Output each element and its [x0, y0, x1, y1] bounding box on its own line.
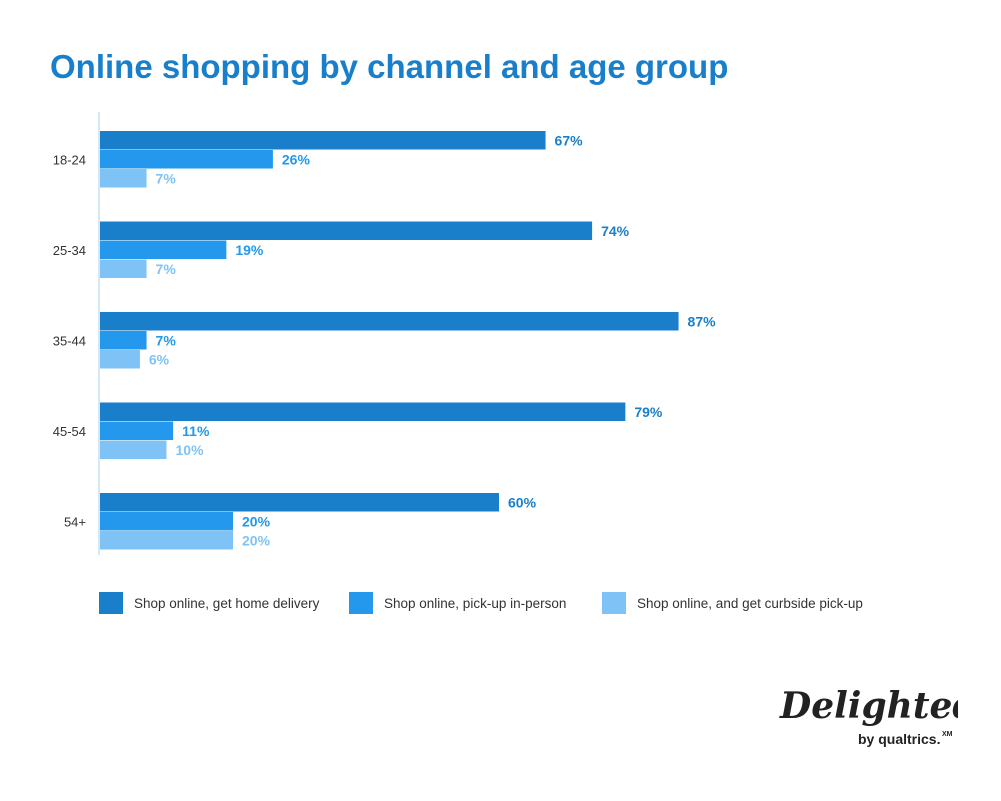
data-label: 6%	[149, 351, 170, 367]
category-label: 25-34	[53, 243, 86, 258]
bar	[100, 493, 499, 512]
delighted-by-qualtrics-logo: Delighted by qualtrics. XM	[779, 685, 958, 747]
category-label: 54+	[64, 514, 86, 529]
data-label: 79%	[634, 404, 663, 420]
bar	[100, 240, 227, 259]
bar	[100, 350, 140, 369]
logo-mark: XM	[942, 731, 953, 738]
bar	[100, 402, 626, 421]
legend-label: Shop online, and get curbside pick-up	[637, 595, 863, 611]
data-label: 11%	[182, 423, 210, 439]
bar	[100, 531, 233, 550]
data-label: 87%	[688, 313, 717, 329]
data-label: 10%	[176, 442, 205, 458]
category-labels-layer: 18-24 25-34 35-44 45-54 54+	[53, 152, 86, 529]
legend-item-pickup-in-person: Shop online, pick-up in-person	[349, 592, 566, 614]
data-label: 67%	[555, 132, 584, 148]
bar	[100, 312, 679, 331]
legend-swatch-pickup-in-person	[349, 592, 373, 614]
data-label: 7%	[156, 261, 177, 277]
bar	[100, 169, 147, 188]
category-label: 45-54	[53, 424, 86, 439]
legend-swatch-curbside	[602, 592, 626, 614]
bar	[100, 259, 147, 278]
legend-label: Shop online, pick-up in-person	[384, 595, 567, 611]
bar	[100, 150, 273, 169]
bar	[100, 331, 147, 350]
value-labels-layer: 67% 26% 7% 74% 19% 7% 87% 7% 6% 79% 11% 10% 60% 20% 20…	[149, 132, 716, 548]
category-label: 35-44	[53, 333, 86, 348]
data-label: 19%	[235, 242, 264, 258]
data-label: 7%	[156, 332, 177, 348]
legend-label: Shop online, get home delivery	[134, 595, 320, 611]
data-label: 74%	[601, 223, 630, 239]
bar	[100, 512, 233, 531]
logo-brand: Delighted	[779, 685, 958, 727]
data-label: 60%	[508, 494, 537, 510]
data-label: 20%	[242, 513, 271, 529]
chart-title: Online shopping by channel and age group	[50, 48, 729, 85]
bar	[100, 421, 174, 440]
bar	[100, 440, 167, 459]
data-label: 26%	[282, 151, 311, 167]
legend-item-home-delivery: Shop online, get home delivery	[99, 592, 319, 614]
category-label: 18-24	[53, 152, 86, 167]
bar	[100, 131, 546, 150]
bars-layer	[100, 131, 679, 550]
bar	[100, 221, 593, 240]
data-label: 7%	[156, 170, 177, 186]
legend-item-curbside: Shop online, and get curbside pick-up	[602, 592, 863, 614]
data-label: 20%	[242, 532, 271, 548]
logo-byline: by qualtrics.	[858, 731, 940, 747]
legend-swatch-home-delivery	[99, 592, 123, 614]
